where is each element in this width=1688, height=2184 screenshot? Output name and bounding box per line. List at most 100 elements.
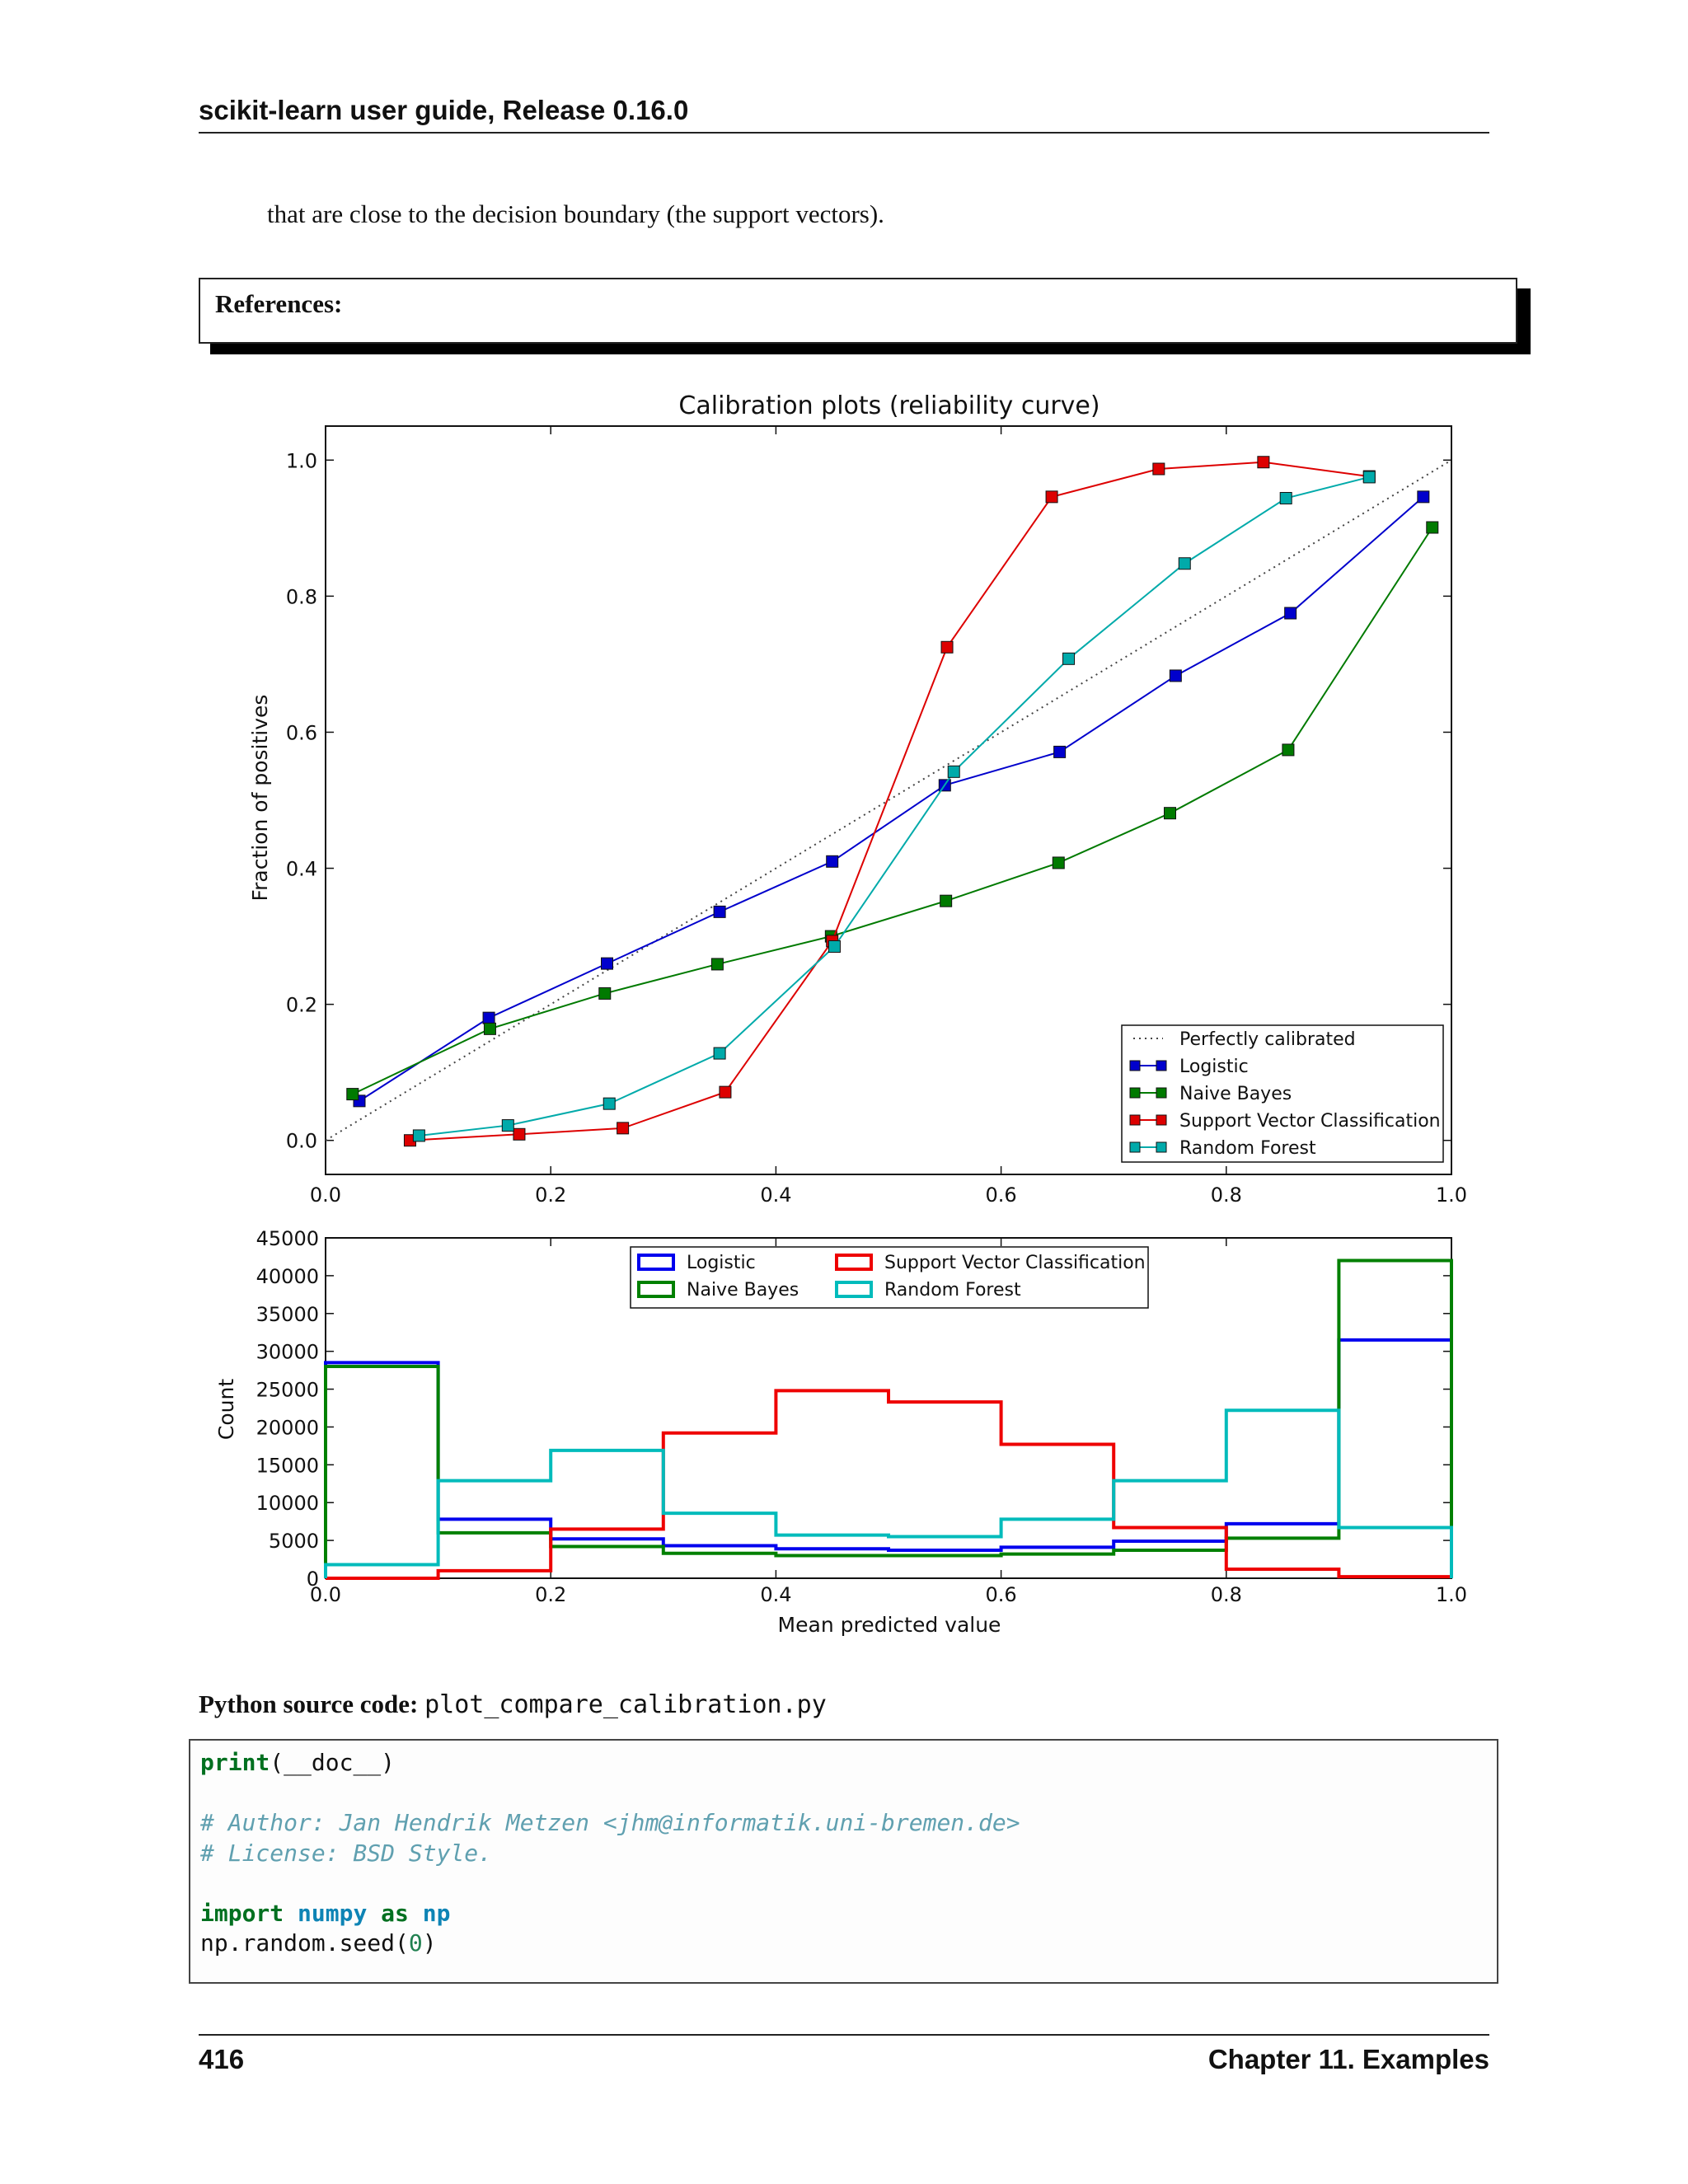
y-tick-label: 10000 — [256, 1492, 319, 1515]
code-line: # License: BSD Style. — [200, 1839, 1487, 1869]
code-line — [200, 1779, 1487, 1809]
code-token: print — [200, 1749, 270, 1776]
x-tick-label: 1.0 — [1436, 1183, 1467, 1207]
y-tick-label: 0.6 — [286, 721, 317, 744]
data-point — [483, 1022, 496, 1035]
y-tick-label: 40000 — [256, 1265, 319, 1288]
legend-label: Support Vector Classification — [1179, 1111, 1441, 1132]
y-tick-label: 30000 — [256, 1341, 319, 1364]
page-header: scikit-learn user guide, Release 0.16.0 — [199, 92, 1489, 134]
data-point — [713, 1047, 726, 1060]
data-point — [828, 940, 841, 953]
code-line: print(__doc__) — [200, 1748, 1487, 1779]
data-point — [1062, 652, 1076, 665]
y-tick-label: 25000 — [256, 1379, 319, 1402]
data-point — [603, 1097, 616, 1110]
y-tick-label: 45000 — [256, 1227, 319, 1250]
data-point — [1426, 521, 1439, 534]
code-token: np — [422, 1899, 451, 1927]
legend-marker — [1156, 1114, 1167, 1126]
legend-swatch — [835, 1281, 873, 1298]
y-tick-label: 20000 — [256, 1416, 319, 1439]
histogram-step-1 — [324, 1258, 1453, 1578]
series-line-2 — [410, 461, 1370, 1141]
calibration-figure-svg: Calibration plots (reliability curve) Fr… — [214, 391, 1467, 1637]
legend-marker — [1156, 1060, 1167, 1071]
data-point — [1362, 471, 1376, 484]
calibration-figure: Calibration plots (reliability curve) Fr… — [206, 379, 1492, 1652]
x-tick-label: 1.0 — [1436, 1583, 1467, 1606]
code-line: # Author: Jan Hendrik Metzen <jhm@inform… — [200, 1808, 1487, 1839]
code-token: numpy — [298, 1899, 368, 1927]
x-tick-label: 0.6 — [986, 1583, 1017, 1606]
data-point — [482, 1011, 495, 1024]
data-point — [1152, 462, 1165, 476]
legend-label: Random Forest — [884, 1280, 1021, 1301]
code-token: # License: BSD Style. — [200, 1839, 493, 1867]
code-token: as — [381, 1899, 409, 1927]
histogram-y-axis-label: Count — [214, 1379, 238, 1440]
legend-label: Random Forest — [1179, 1138, 1316, 1159]
legend-label: Support Vector Classification — [884, 1253, 1146, 1273]
data-point — [1279, 491, 1292, 504]
histogram-legend — [630, 1246, 1149, 1309]
data-point — [617, 1122, 630, 1135]
code-token: np.random.seed( — [200, 1929, 409, 1957]
data-point — [1169, 669, 1182, 682]
legend-swatch — [637, 1254, 675, 1271]
data-point — [346, 1088, 359, 1101]
data-point — [1417, 490, 1430, 504]
header-title: scikit-learn user guide, Release 0.16.0 — [199, 95, 689, 125]
legend-swatch — [835, 1254, 873, 1271]
data-point — [1282, 743, 1295, 757]
calibration-plot: 0.0 0.2 0.4 0.6 0.8 1.0 0.0 0.2 0.4 0.6 0.8 1.0 Perf… — [286, 425, 1467, 1207]
references-label: References: — [215, 289, 343, 318]
x-tick-label: 0.2 — [535, 1183, 566, 1207]
series-line-3 — [419, 476, 1370, 1137]
code-token — [284, 1900, 298, 1927]
legend-marker — [1129, 1141, 1141, 1153]
legend-label: Logistic — [1179, 1057, 1249, 1077]
legend-marker — [1129, 1114, 1141, 1126]
code-token: (__doc__) — [270, 1749, 396, 1776]
x-tick-label: 0.2 — [535, 1583, 566, 1606]
x-tick-label: 0.4 — [760, 1183, 791, 1207]
code-block: print(__doc__) # Author: Jan Hendrik Met… — [189, 1739, 1498, 1984]
legend-marker — [1129, 1060, 1141, 1071]
data-point — [412, 1129, 425, 1142]
legend-swatch — [637, 1281, 675, 1298]
histogram-step-0 — [324, 1338, 1453, 1578]
y-tick-label: 0 — [307, 1568, 319, 1591]
source-code-line: Python source code: plot_compare_calibra… — [199, 1690, 827, 1719]
code-token: 0 — [408, 1929, 423, 1957]
legend-label: Naive Bayes — [1179, 1084, 1292, 1104]
perfectly-calibrated-line — [325, 459, 1452, 1141]
data-point — [713, 905, 726, 918]
references-box: References: — [199, 278, 1517, 344]
code-token: # Author: Jan Hendrik Metzen <jhm@inform… — [200, 1809, 1020, 1836]
data-point — [501, 1119, 514, 1132]
page-footer: 416 Chapter 11. Examples — [199, 2034, 1489, 2074]
data-point — [1053, 745, 1067, 758]
y-tick-label: 15000 — [256, 1454, 319, 1477]
histogram-x-axis-label: Mean predicted value — [778, 1613, 1001, 1637]
data-point — [1164, 807, 1176, 820]
calibration-plot-title: Calibration plots (reliability curve) — [678, 391, 1100, 420]
data-point — [710, 958, 724, 971]
data-point — [1284, 607, 1297, 620]
data-point — [601, 957, 613, 970]
histogram-plot: 0.0 0.2 0.4 0.6 0.8 1.0 0 5000 10000 15000 20000 25… — [256, 1227, 1467, 1606]
code-line — [200, 1868, 1487, 1899]
code-line: np.random.seed(0) — [200, 1929, 1487, 1959]
data-point — [513, 1127, 526, 1141]
calibration-legend — [1121, 1024, 1444, 1163]
intro-text: that are close to the decision boundary … — [267, 199, 884, 228]
histogram-step-2 — [326, 1389, 1453, 1580]
code-token — [367, 1900, 381, 1927]
code-token: ) — [422, 1929, 437, 1957]
x-tick-label: 0.4 — [760, 1583, 791, 1606]
data-point — [940, 640, 954, 654]
y-tick-label: 0.2 — [286, 994, 317, 1017]
data-point — [947, 765, 960, 778]
code-token — [409, 1900, 423, 1927]
